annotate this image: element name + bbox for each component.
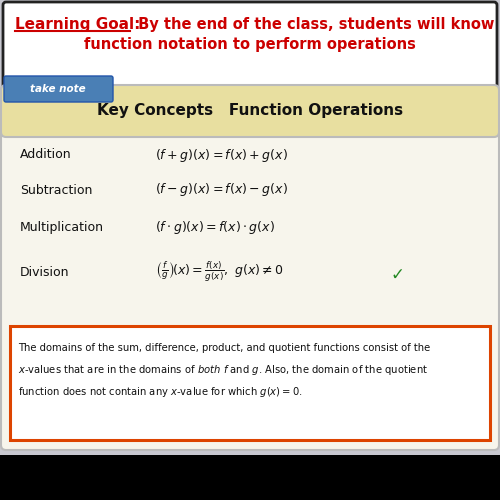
FancyBboxPatch shape	[4, 76, 113, 102]
Text: Learning Goal:: Learning Goal:	[15, 18, 140, 32]
Text: $x$-values that are in the domains of $\mathit{both}\ f$ and $g$. Also, the doma: $x$-values that are in the domains of $\…	[18, 363, 428, 377]
Text: function does not contain any $x$-value for which $g(x) = 0$.: function does not contain any $x$-value …	[18, 385, 302, 399]
Text: Multiplication: Multiplication	[20, 222, 104, 234]
Text: $(f \cdot g)(x) = f(x) \cdot g(x)$: $(f \cdot g)(x) = f(x) \cdot g(x)$	[155, 220, 275, 236]
Text: Subtraction: Subtraction	[20, 184, 92, 196]
Text: $(f - g)(x) = f(x) - g(x)$: $(f - g)(x) = f(x) - g(x)$	[155, 182, 288, 198]
Bar	[0, 455, 500, 500]
Text: Addition: Addition	[20, 148, 72, 162]
Text: $(f + g)(x) = f(x) + g(x)$: $(f + g)(x) = f(x) + g(x)$	[155, 146, 288, 164]
Text: function notation to perform operations: function notation to perform operations	[84, 38, 416, 52]
FancyBboxPatch shape	[10, 326, 490, 440]
Text: $\left(\frac{f}{g}\right)\!(x) = \frac{f(x)}{g(x)},\ g(x) \neq 0$: $\left(\frac{f}{g}\right)\!(x) = \frac{f…	[155, 260, 284, 284]
Text: By the end of the class, students will know how to use: By the end of the class, students will k…	[133, 18, 500, 32]
Bar	[7, 111, 493, 132]
FancyBboxPatch shape	[1, 85, 499, 137]
Text: Key Concepts   Function Operations: Key Concepts Function Operations	[97, 102, 403, 118]
FancyBboxPatch shape	[1, 85, 499, 450]
Text: $\checkmark$: $\checkmark$	[390, 265, 403, 283]
Text: take note: take note	[30, 84, 86, 94]
Text: Division: Division	[20, 266, 70, 278]
FancyBboxPatch shape	[3, 2, 497, 88]
Text: The domains of the sum, difference, product, and quotient functions consist of t: The domains of the sum, difference, prod…	[18, 343, 430, 353]
